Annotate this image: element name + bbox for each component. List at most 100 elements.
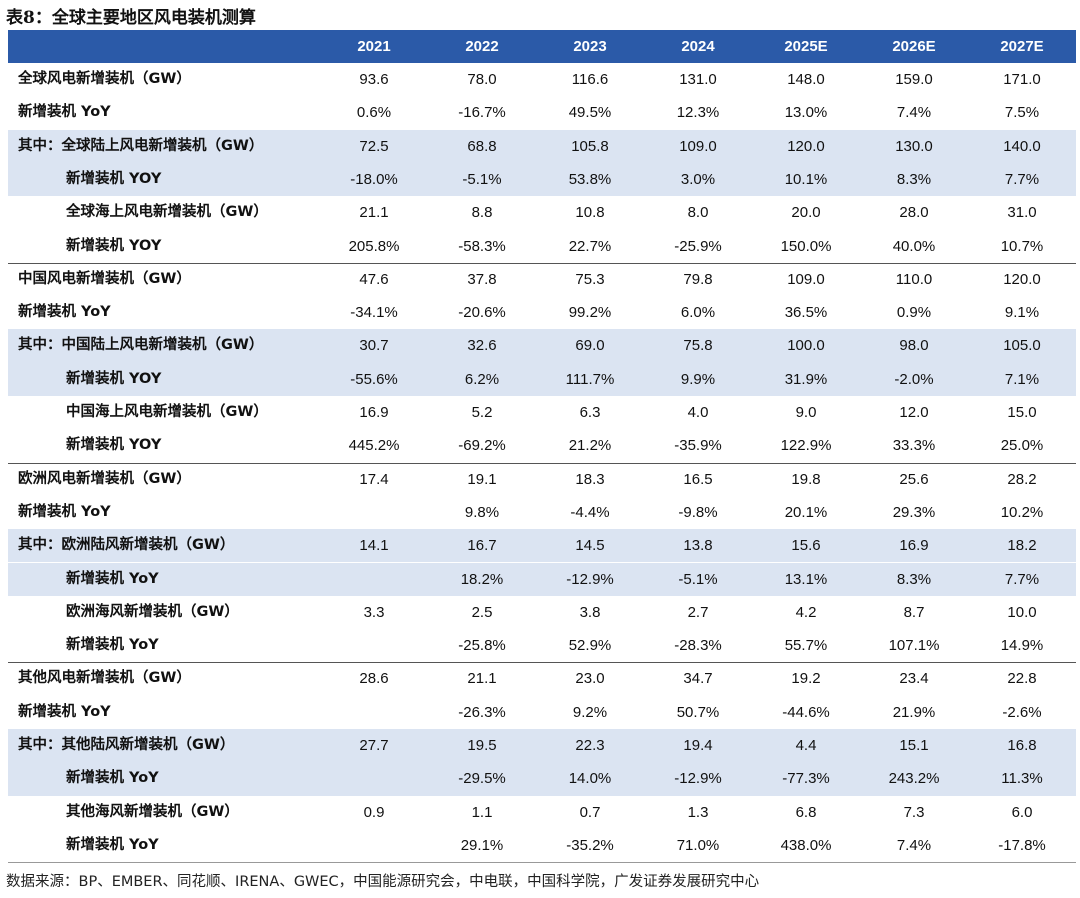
cell-value: 10.2% (1000, 503, 1044, 521)
cell-value: 20.0 (791, 204, 821, 222)
row-label: 其他海风新增装机（GW） (66, 803, 239, 820)
cell-value: -18.0% (350, 170, 398, 188)
cell-value: 17.4 (359, 470, 389, 488)
cell-value: 18.2% (460, 570, 504, 588)
cell-value: 159.0 (895, 71, 933, 88)
row-shade (8, 762, 1076, 796)
cell-value: 13.8 (683, 537, 713, 555)
cell-value: 148.0 (787, 71, 825, 88)
cell-value: 0.9 (363, 803, 385, 821)
row-shade (8, 729, 1076, 763)
row-label: 其他风电新增装机（GW） (18, 670, 191, 687)
cell-value: -2.6% (1002, 703, 1042, 721)
cell-value: 10.0 (1007, 603, 1037, 621)
cell-value: 72.5 (359, 137, 389, 155)
cell-value: 8.3% (896, 570, 932, 588)
cell-value: -55.6% (350, 370, 398, 388)
cell-value: 3.3 (363, 603, 385, 621)
cell-value: 22.7% (568, 237, 612, 255)
table-bottom (8, 862, 1076, 864)
cell-value: 16.8 (1007, 737, 1037, 754)
cell-value: 12.3% (676, 104, 720, 122)
row-shade (8, 129, 1076, 163)
cell-value: 37.8 (467, 270, 497, 288)
cell-value: 445.2% (348, 437, 400, 455)
row-label: 新增装机 YOY (66, 370, 162, 387)
cell-value: 4.2 (795, 603, 817, 621)
cell-value: -9.8% (678, 503, 718, 521)
cell-value: 438.0% (780, 836, 832, 854)
cell-value: 0.9% (896, 304, 932, 322)
header-bar (8, 30, 1076, 63)
cell-value: 23.0 (575, 670, 605, 688)
cell-value: 32.6 (467, 337, 497, 355)
cell-value: -35.2% (566, 836, 614, 854)
cell-value: 107.1% (888, 637, 940, 655)
cell-value: 25.0% (1000, 437, 1044, 455)
row-label: 中国风电新增装机（GW） (18, 270, 191, 287)
cell-value: 6.0 (1011, 803, 1033, 821)
row-label: 其中：欧洲陆风新增装机（GW） (18, 537, 235, 554)
cell-value: 7.7% (1004, 170, 1040, 188)
cell-value: 30.7 (359, 337, 389, 355)
cell-value: -2.0% (894, 370, 934, 388)
cell-value: 9.2% (572, 703, 608, 721)
cell-value: -16.7% (458, 104, 506, 122)
cell-value: 50.7% (676, 703, 720, 721)
row-shade (8, 562, 1076, 596)
cell-value: 14.9% (1000, 637, 1044, 655)
cell-value: 15.0 (1007, 404, 1037, 421)
cell-value: 8.0 (687, 204, 709, 222)
header-cell: 2021 (357, 38, 391, 55)
row-label: 欧洲海风新增装机（GW） (66, 603, 239, 620)
cell-value: 10.1% (784, 170, 828, 188)
header-cell: 2026E (892, 38, 936, 55)
cell-value: -5.1% (462, 170, 502, 188)
cell-value: 12.0 (899, 404, 929, 421)
cell-value: 14.1 (359, 537, 389, 555)
cell-value: 19.8 (791, 470, 821, 488)
cell-value: 105.8 (571, 137, 609, 155)
cell-value: 131.0 (679, 71, 717, 88)
cell-value: 5.2 (471, 404, 493, 421)
cell-value: 8.7 (903, 603, 925, 621)
cell-value: 122.9% (780, 437, 832, 455)
cell-value: 22.3 (575, 737, 605, 754)
row-label: 中国海上风电新增装机（GW） (66, 404, 268, 420)
cell-value: -17.8% (998, 836, 1046, 854)
cell-value: -20.6% (458, 304, 506, 322)
cell-value: 100.0 (787, 337, 825, 355)
cell-value: 23.4 (899, 670, 929, 688)
row-label: 新增装机 YoY (66, 836, 159, 853)
cell-value: 21.2% (568, 437, 612, 455)
cell-value: -34.1% (350, 304, 398, 322)
row-label: 新增装机 YoY (18, 503, 111, 520)
cell-value: 11.3% (1001, 770, 1043, 788)
cell-value: -69.2% (458, 437, 506, 455)
cell-value: -5.1% (678, 570, 718, 588)
cell-value: 93.6 (359, 71, 389, 88)
cell-value: 243.2% (888, 770, 940, 788)
cell-value: 99.2% (568, 304, 612, 322)
cell-value: 47.6 (359, 270, 389, 288)
cell-value: 13.0% (784, 104, 828, 122)
row-label: 新增装机 YoY (18, 304, 111, 321)
cell-value: 31.9% (784, 370, 828, 388)
cell-value: 9.9% (680, 370, 716, 388)
cell-value: 105.0 (1003, 337, 1041, 355)
cell-value: 16.9 (359, 404, 389, 421)
cell-value: 68.8 (467, 137, 497, 155)
cell-value: 109.0 (787, 270, 825, 288)
cell-value: 110.0 (895, 270, 933, 288)
cell-value: 6.8 (795, 803, 817, 821)
row-label: 新增装机 YoY (66, 770, 159, 787)
row-shade (8, 329, 1076, 363)
cell-value: 15.6 (791, 537, 821, 555)
cell-value: 7.7% (1004, 570, 1040, 588)
cell-value: 7.3 (903, 803, 925, 821)
cell-value: 22.8 (1007, 670, 1037, 688)
row-label: 新增装机 YOY (66, 237, 162, 254)
header-cell: 2027E (1000, 38, 1044, 55)
cell-value: 4.4 (795, 737, 817, 754)
